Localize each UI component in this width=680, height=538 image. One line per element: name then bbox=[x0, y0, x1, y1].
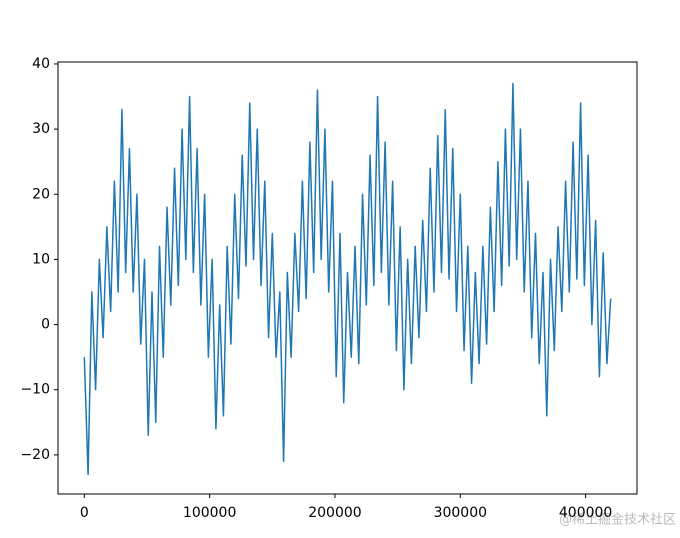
y-tick-label: 30 bbox=[32, 121, 50, 137]
y-tick-label: 20 bbox=[32, 186, 50, 202]
data-line bbox=[83, 82, 612, 476]
y-tick-label: 10 bbox=[32, 251, 50, 267]
y-tick-label: −10 bbox=[20, 382, 50, 398]
plot-frame bbox=[57, 61, 638, 495]
y-tick-label: 0 bbox=[41, 317, 50, 333]
x-tick-label: 100000 bbox=[183, 505, 236, 521]
y-tick-label: −20 bbox=[20, 447, 50, 463]
x-tick-label: 200000 bbox=[308, 505, 361, 521]
x-tick-label: 300000 bbox=[434, 505, 487, 521]
y-tick-label: 40 bbox=[32, 56, 50, 72]
x-tick-label: 400000 bbox=[559, 505, 612, 521]
watermark: @稀土掘金技术社区 bbox=[559, 512, 676, 528]
x-tick-label: 0 bbox=[80, 505, 89, 521]
